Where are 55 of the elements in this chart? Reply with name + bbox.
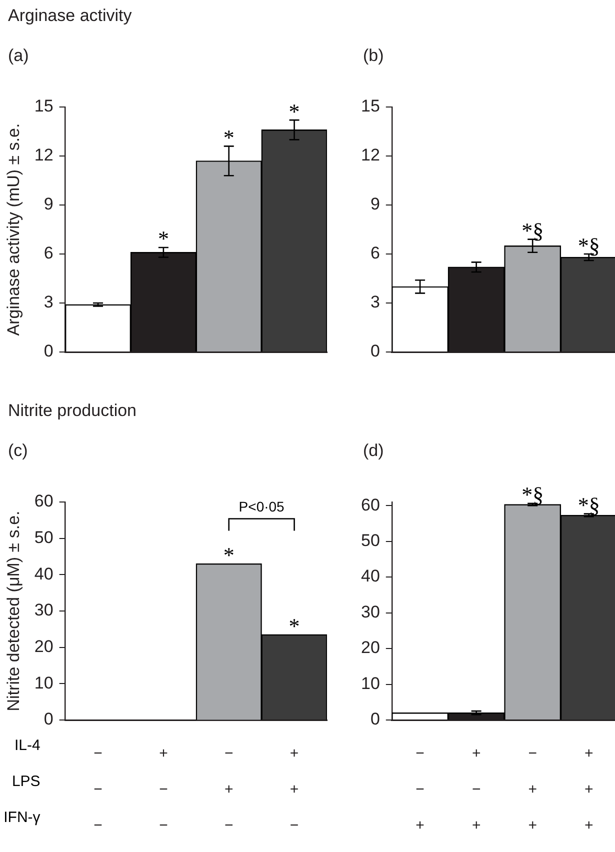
y-tick-label: 40 [34, 564, 54, 584]
text: LPS [12, 773, 40, 790]
annotation: P<0·05 [238, 498, 285, 515]
y-tick-label: 10 [34, 673, 54, 692]
y-tick-label: 12 [34, 146, 54, 165]
y-tick-label: 12 [360, 146, 380, 165]
category-label: − + + [528, 745, 537, 834]
y-tick-label: 10 [360, 674, 380, 693]
y-tick-label: 30 [360, 602, 380, 622]
data-label: * [288, 613, 300, 638]
y-tick-label: 20 [360, 638, 380, 658]
chart-subtitle: (c) [8, 441, 28, 461]
y-tick-label: 6 [370, 244, 380, 263]
data-label: *§ [578, 492, 600, 518]
category-label: − − + [416, 745, 424, 834]
data-label: * [158, 226, 169, 252]
text: IFN-γ [4, 809, 41, 826]
chart-subtitle: (a) [8, 46, 29, 66]
text: IL-4 [14, 737, 40, 754]
data-label: *§ [522, 218, 544, 244]
category-label: − + − [224, 745, 234, 834]
y-tick-label: 15 [34, 96, 54, 116]
y-tick-label: 50 [360, 531, 380, 550]
y-tick-label: 6 [44, 244, 54, 263]
category-label: + − − [159, 745, 168, 834]
y-tick-label: 40 [360, 566, 380, 586]
y-tick-label: 30 [34, 600, 54, 620]
y-tick-label: 9 [44, 194, 54, 214]
category-label: − − − [94, 745, 102, 834]
y-tick-label: 0 [370, 342, 380, 361]
y-axis-title: Arginase activity (mU) ± s.e. [4, 123, 23, 336]
y-tick-label: 3 [44, 292, 54, 312]
category-label: + + − [290, 745, 299, 834]
category-label: + + + [584, 745, 594, 834]
y-tick-label: 9 [370, 194, 380, 214]
y-tick-label: 20 [34, 637, 54, 656]
y-tick-label: 15 [360, 96, 380, 116]
y-tick-label: 60 [34, 492, 54, 511]
chart-title: Arginase activity [8, 6, 132, 26]
y-tick-label: 0 [370, 710, 380, 729]
data-label: *§ [522, 482, 544, 508]
data-label: * [288, 98, 300, 124]
y-tick-label: 0 [44, 710, 54, 729]
y-tick-label: 3 [370, 292, 380, 312]
y-tick-label: 0 [44, 342, 54, 361]
data-label: * [223, 542, 234, 568]
chart-title: Nitrite production [8, 401, 137, 421]
chart-subtitle: (d) [363, 441, 384, 461]
data-label: *§ [578, 232, 600, 258]
category-label: + − + [472, 745, 481, 834]
data-label: * [223, 124, 234, 150]
y-tick-label: 50 [34, 528, 54, 548]
y-axis-title: Nitrite detected (μM) ± s.e. [4, 510, 23, 712]
chart-subtitle: (b) [363, 46, 384, 66]
y-tick-label: 60 [360, 495, 380, 514]
